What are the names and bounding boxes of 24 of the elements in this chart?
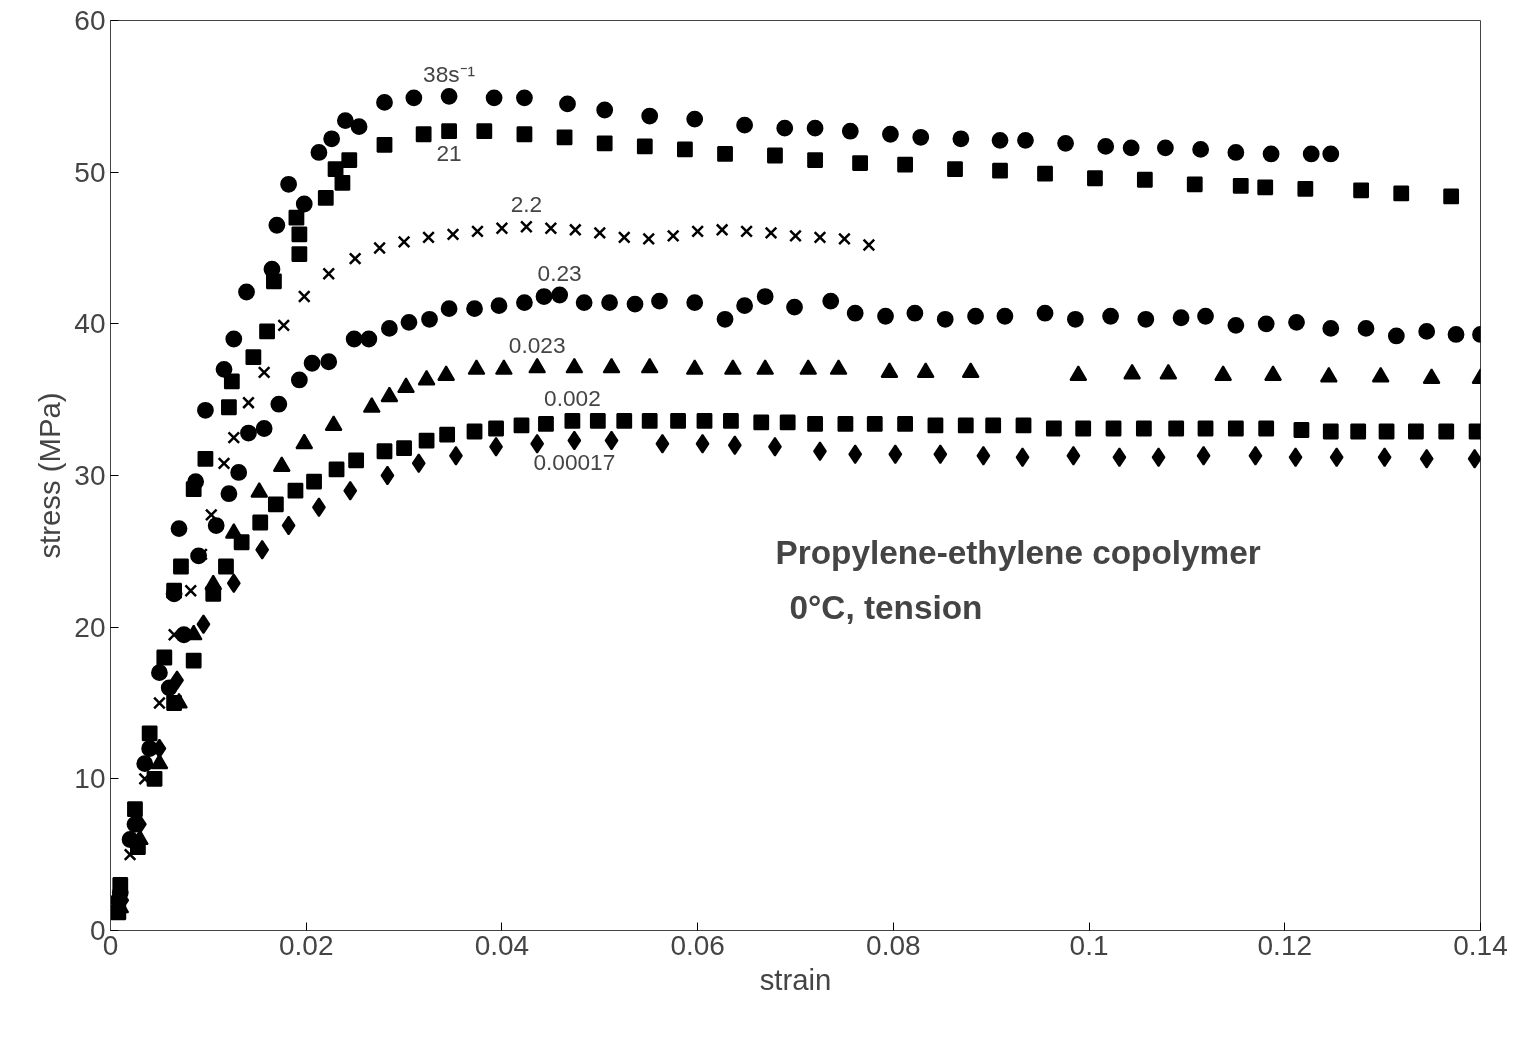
x-tick-label: 0.12: [1257, 929, 1313, 961]
x-tick-label: 0.14: [1453, 929, 1508, 961]
y-tick-label: 30: [74, 460, 106, 491]
x-tick-label: 0.06: [670, 929, 725, 961]
y-tick-label: 40: [74, 308, 106, 340]
y-tick-label: 60: [74, 5, 106, 36]
y-axis-title: stress (MPa): [33, 392, 67, 559]
series-label: 0.002: [544, 385, 601, 412]
x-tick-label: 0.02: [278, 929, 334, 961]
y-tick-label: 20: [74, 611, 106, 643]
x-tick-label: 0.04: [474, 929, 530, 961]
series-label: 0.23: [537, 259, 582, 286]
series-label: 0.00017: [533, 449, 616, 476]
x-tick-label: 0.1: [1069, 929, 1109, 961]
annotation: Propylene-ethylene copolymer: [775, 533, 1261, 571]
annotation: 0°C, tension: [789, 588, 983, 626]
series-label: 21: [436, 139, 462, 166]
y-tick-label: 50: [74, 156, 106, 188]
series-label: 2.2: [510, 191, 543, 218]
x-tick-label: 0.08: [866, 929, 921, 961]
series-label: 0.023: [508, 332, 566, 359]
series-label: 38s⁻¹: [423, 61, 476, 88]
y-tick-label: 10: [74, 763, 106, 795]
x-axis-title: strain: [759, 962, 832, 996]
